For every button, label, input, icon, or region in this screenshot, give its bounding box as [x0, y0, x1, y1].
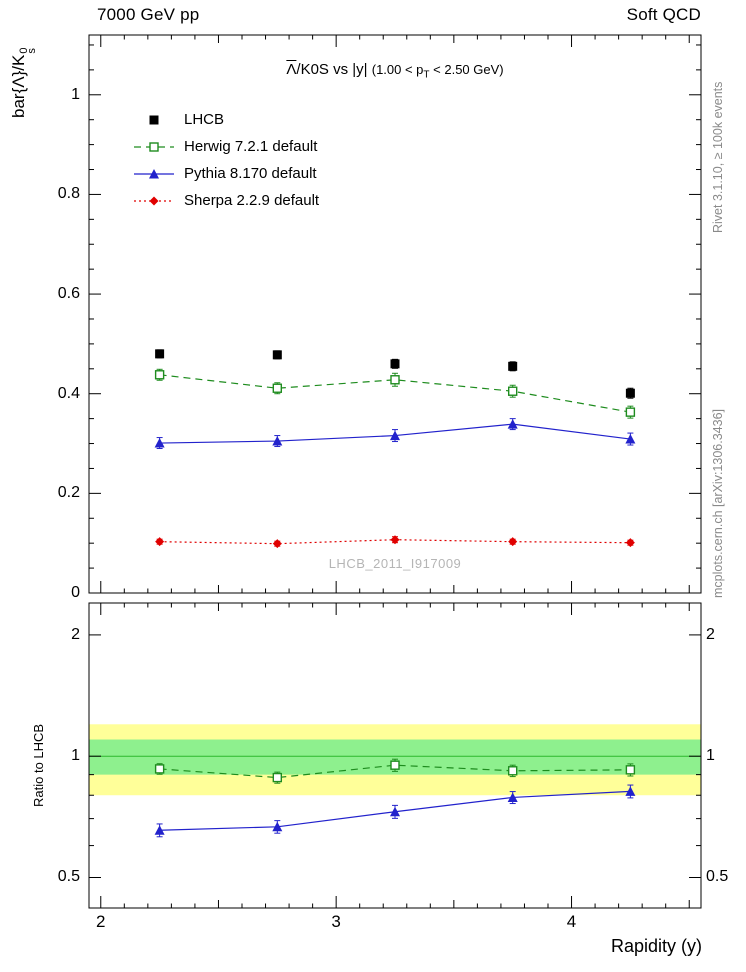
plot-title-main: Λ/K0S vs |y| [286, 61, 367, 78]
legend-swatch-lhcb [133, 111, 175, 129]
legend-marker-sample [149, 196, 159, 205]
legend-label-herwig: Herwig 7.2.1 default [184, 138, 318, 155]
data-marker [625, 388, 635, 398]
legend-label-sherpa: Sherpa 2.2.9 default [184, 192, 320, 209]
cut-text-pre: (1.00 < p [371, 62, 424, 77]
legend-marker-sample [149, 115, 159, 124]
data-marker [390, 535, 400, 545]
data-marker [390, 359, 400, 369]
legend-swatch-pythia [133, 165, 175, 183]
legend-item-lhcb: LHCB [133, 106, 319, 133]
data-marker [625, 434, 636, 444]
data-marker [154, 764, 165, 774]
ratio-x-tick-label: 4 [566, 912, 577, 931]
data-marker [154, 370, 165, 380]
ratio-x-tick-label: 2 [96, 912, 106, 931]
plot-title-observable: /K0S vs |y| [296, 61, 368, 78]
rivet-version-note: Rivet 3.1.10, ≥ 100k events [711, 81, 725, 233]
data-marker [507, 386, 518, 396]
legend: LHCB Herwig 7.2.1 default Pythia 8.170 d… [133, 106, 319, 214]
data-marker [390, 760, 400, 770]
data-marker [625, 786, 636, 796]
legend-label-lhcb: LHCB [184, 111, 225, 128]
k-subscript: s [26, 48, 38, 54]
axis-ticks-layer [89, 35, 701, 908]
data-marker [625, 538, 635, 548]
process-group-label: Soft QCD [626, 5, 701, 24]
legend-swatch-graphic [134, 141, 174, 152]
main-y-tick-label: 0.6 [57, 285, 80, 303]
legend-swatch-graphic [134, 168, 174, 178]
data-marker [272, 350, 282, 360]
ratio-y-tick-label-left: 2 [71, 625, 80, 643]
mcplots-attribution-note: mcplots.cern.ch [arXiv:1306.3436] [711, 409, 725, 598]
data-marker [390, 806, 400, 817]
legend-marker-sample [149, 168, 159, 178]
plot-title: Λ/K0S vs |y| (1.00 < pT < 2.50 GeV) [89, 61, 701, 81]
legend-item-pythia: Pythia 8.170 default [133, 160, 319, 187]
legend-swatch-graphic [134, 196, 174, 205]
data-marker [272, 383, 283, 393]
data-marker [508, 537, 518, 547]
main-y-tick-label: 0.4 [57, 384, 80, 402]
data-marker [154, 825, 165, 835]
pt-subscript: T [423, 69, 430, 81]
plot-frames [88, 34, 702, 909]
ratio-y-axis-title: Ratio to LHCB [31, 723, 46, 807]
series-line [159, 374, 631, 413]
legend-label-pythia: Pythia 8.170 default [184, 165, 317, 182]
ratio-y-tick-label-left: 0.5 [57, 868, 80, 886]
data-marker [507, 792, 518, 802]
data-marker [272, 772, 283, 783]
legend-swatch-sherpa [133, 192, 175, 210]
cut-text-post: < 2.50 GeV) [429, 62, 504, 77]
data-marker [272, 436, 283, 446]
data-marker [272, 821, 283, 832]
legend-swatch-graphic [149, 115, 159, 124]
analysis-id-watermark: LHCB_2011_I917009 [328, 556, 462, 571]
ratio-bands-layer [89, 724, 701, 796]
main-y-axis-title: bar{Λ}/K 0 s [9, 48, 38, 118]
ratio-y-tick-label-right: 2 [706, 625, 715, 643]
data-marker [154, 438, 165, 448]
beam-condition-label: 7000 GeV pp [97, 5, 200, 24]
ratio-plot-frame [88, 602, 702, 909]
ratio-y-tick-label-right: 0.5 [706, 868, 729, 886]
data-marker [155, 349, 165, 359]
data-marker [507, 766, 518, 776]
data-marker [272, 539, 282, 549]
legend-swatch-herwig [133, 138, 175, 156]
data-marker [390, 375, 400, 385]
plot-title-cut: (1.00 < pT < 2.50 GeV) [371, 62, 504, 81]
ratio-x-tick-label: 3 [331, 912, 341, 931]
main-y-tick-label: 0 [71, 584, 80, 601]
main-y-tick-label: 0.2 [57, 484, 80, 502]
main-y-tick-label: 0.8 [57, 185, 80, 203]
data-marker [155, 537, 165, 547]
main-y-tick-label: 1 [71, 85, 80, 103]
lambda-bar-symbol: Λ [286, 61, 297, 78]
main-plot-frame [88, 34, 702, 594]
x-axis-title: Rapidity (y) [610, 936, 702, 956]
data-series-layer [154, 349, 636, 838]
data-marker [508, 361, 518, 371]
data-marker [507, 419, 518, 429]
series-line [159, 764, 631, 779]
data-marker [625, 407, 636, 417]
legend-item-herwig: Herwig 7.2.1 default [133, 133, 319, 160]
legend-marker-sample [149, 141, 159, 152]
data-marker [625, 765, 636, 775]
ratio-y-tick-label-left: 1 [71, 747, 80, 765]
legend-item-sherpa: Sherpa 2.2.9 default [133, 187, 319, 214]
ratio-y-tick-label-right: 1 [706, 747, 715, 765]
data-marker [390, 430, 400, 441]
